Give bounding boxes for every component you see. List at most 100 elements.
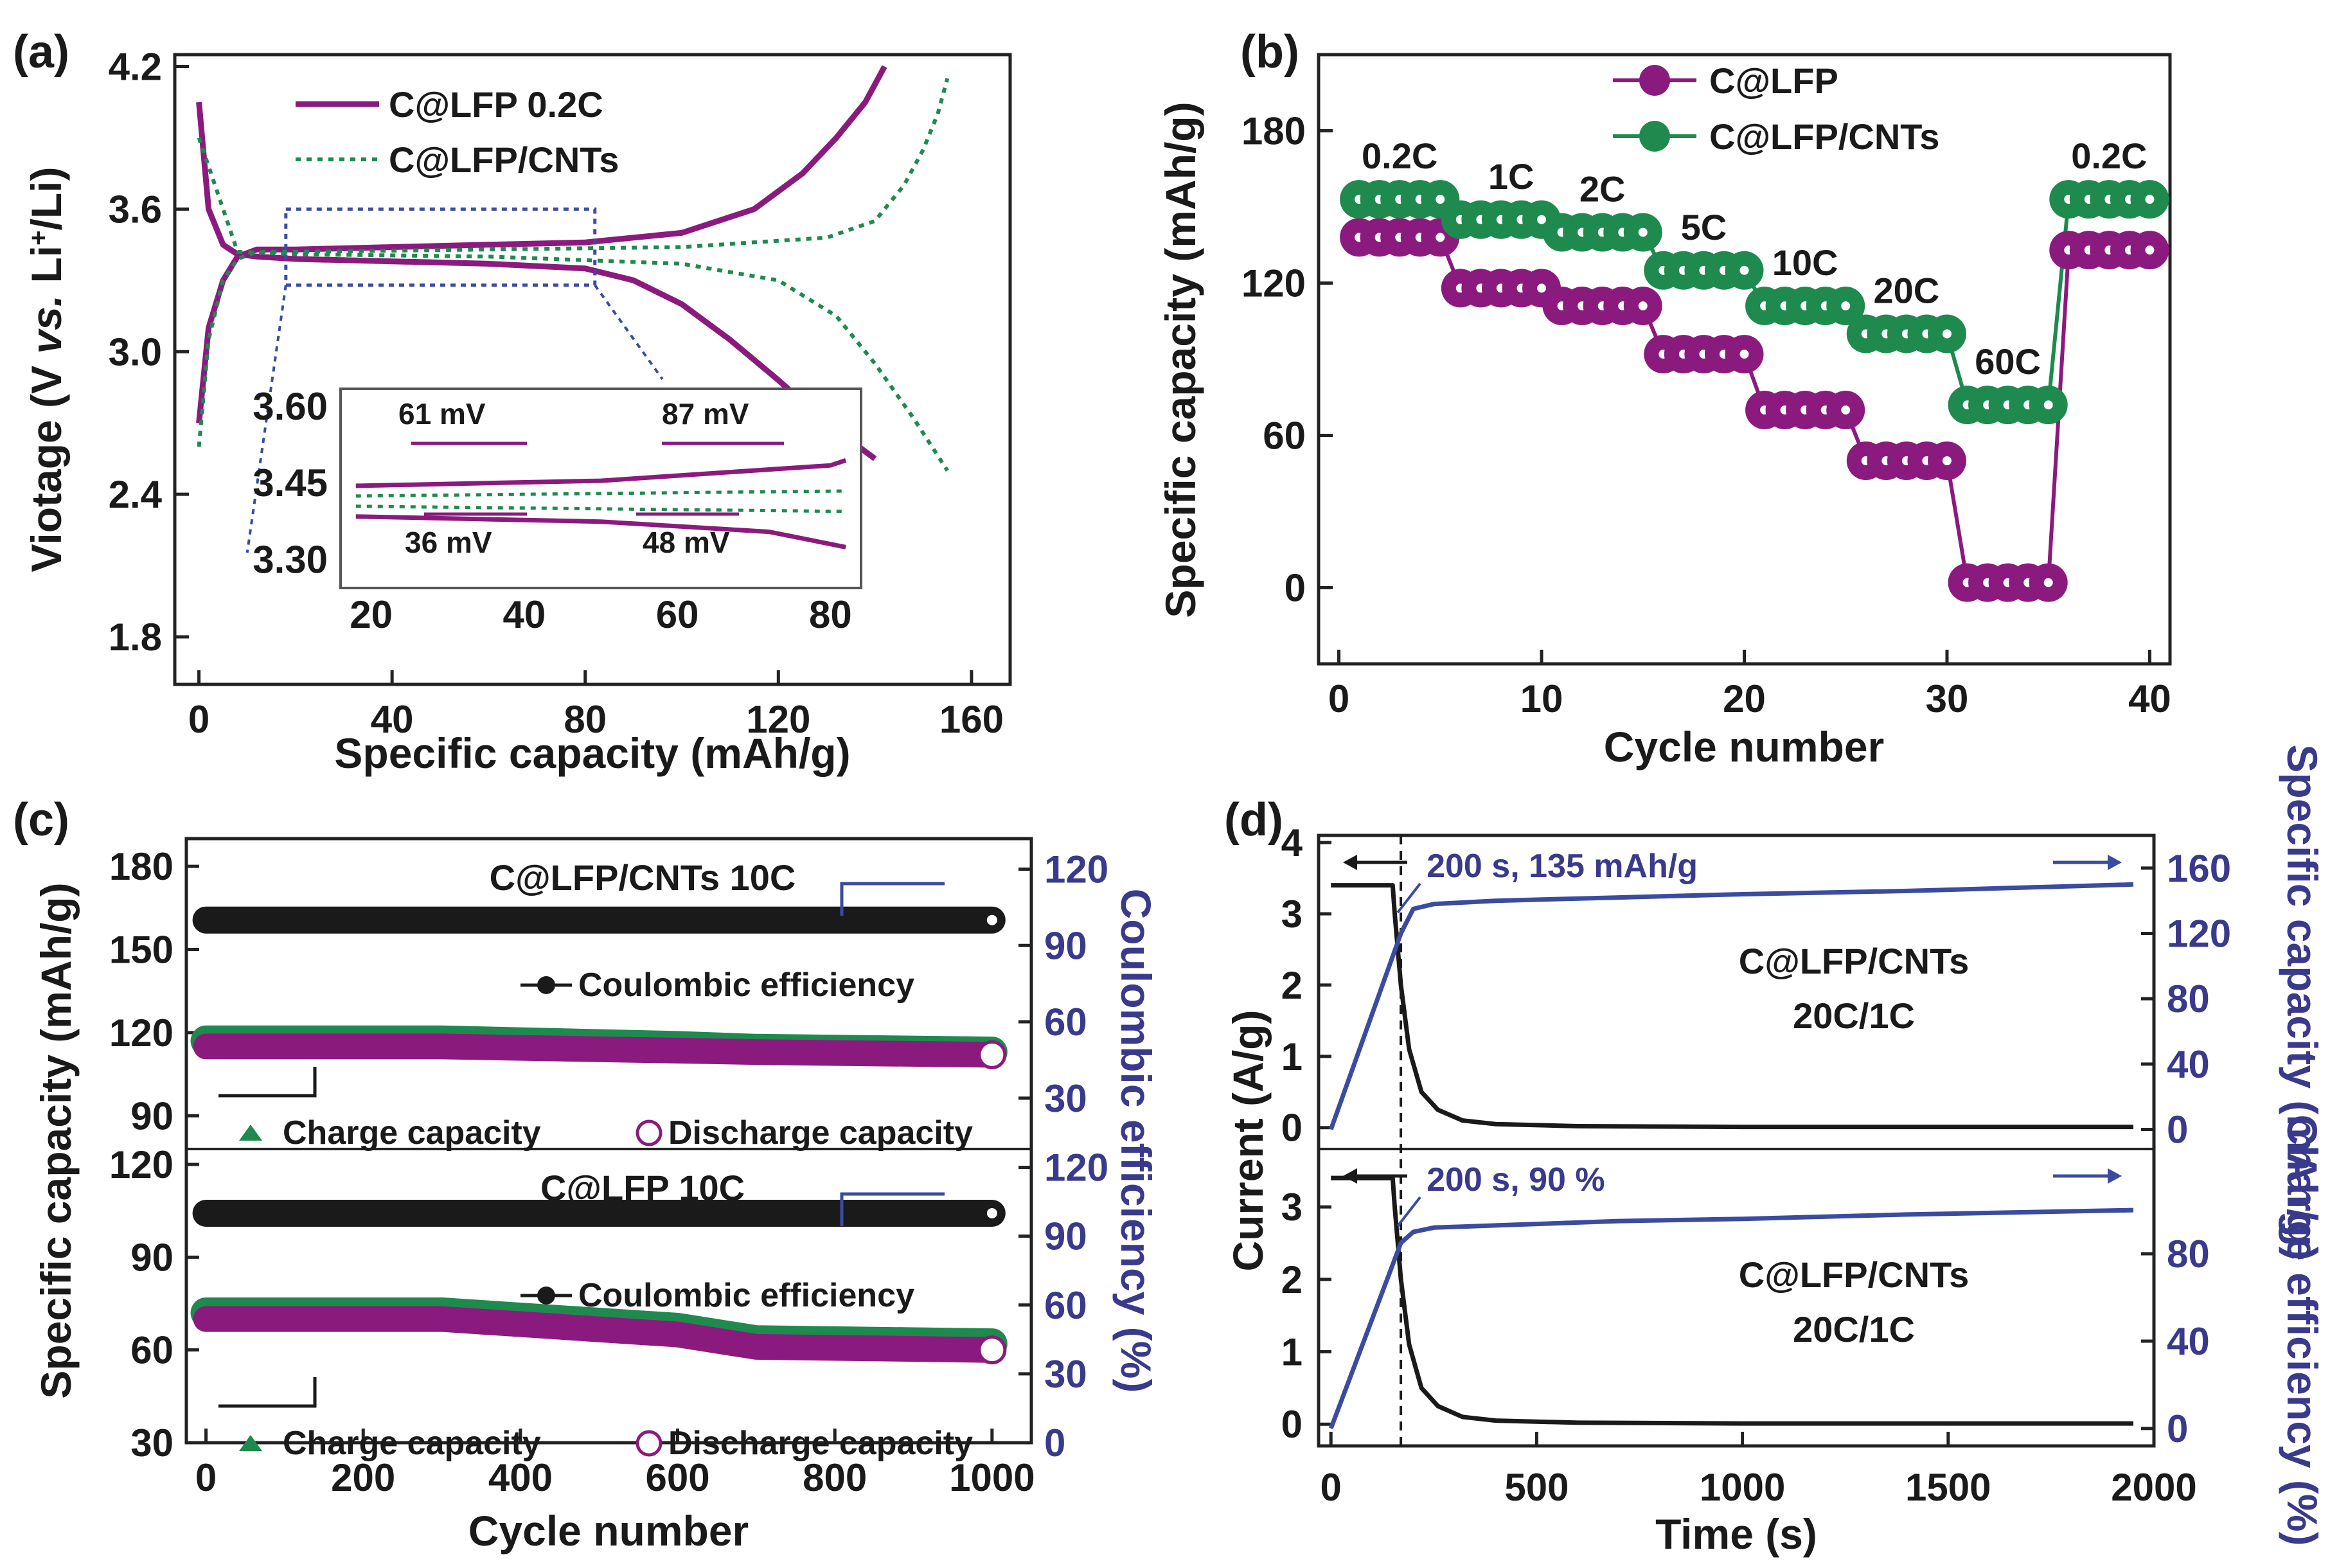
panel-c-y2-axis-title: Coulombic efficiency (%): [1112, 889, 1160, 1393]
panel-d-sample-label: C@LFP/CNTs: [1739, 1254, 1969, 1295]
panel-c-y-tick-label: 180: [109, 845, 173, 888]
panel-d-sample-label: C@LFP/CNTs: [1739, 941, 1969, 981]
panel-c-label: (c): [13, 794, 69, 846]
panel-d-y2-tick-label: 40: [2167, 1043, 2210, 1086]
panel-b-clfp-point-highlight: [1436, 233, 1445, 242]
panel-b-rate-label: 2C: [1579, 169, 1626, 209]
panel-c-legend-discharge: Discharge capacity: [668, 1114, 973, 1152]
panel-a-series-line: [197, 137, 949, 472]
panel-d-y-tick-label: 1: [1281, 1035, 1303, 1078]
panel-a-x-tick-label: 120: [746, 698, 810, 741]
panel-a-x-tick-label: 40: [371, 698, 414, 741]
panel-d-x-tick-label: 0: [1321, 1466, 1342, 1509]
panel-c-x-tick-label: 800: [803, 1456, 867, 1499]
panel-d-y2-top-axis-title: Specific capacity (mAh/g): [2279, 744, 2326, 1260]
panel-c-y-tick-label: 150: [109, 929, 173, 972]
panel-c-y2-tick-label: 60: [1044, 1284, 1087, 1327]
panel-d-y2-tick-label: 80: [2167, 977, 2210, 1020]
panel-b-y-tick-label: 180: [1241, 110, 1306, 153]
panel-c-y2-tick-label: 120: [1044, 1146, 1108, 1189]
panel-a-inset-x-tick-label: 20: [350, 593, 393, 636]
panel-d-y-tick-label: 0: [1281, 1403, 1303, 1446]
panel-a-y-tick-label: 1.8: [109, 616, 162, 659]
panel-c-legend-discharge-marker: [636, 1430, 663, 1457]
panel-b-clfp-point-highlight: [2145, 245, 2155, 255]
panel-a-label: (a): [13, 26, 69, 78]
panel-a-inset-y-tick-label: 3.30: [253, 538, 328, 581]
panel-c-efficiency-end-marker: [986, 1207, 997, 1218]
panel-b-clfp-point-highlight: [2043, 578, 2053, 587]
panel-a-zoom-connector: [594, 284, 664, 380]
panel-d-x-tick-label: 1000: [1700, 1466, 1785, 1509]
panel-d-y2-tick-label: 0: [2167, 1407, 2188, 1450]
panel-c-y2-tick-label: 60: [1044, 1001, 1087, 1044]
panel-c-y-tick-label: 90: [130, 1236, 173, 1279]
panel-a: (a) 1.8 2.4 3.0 3.6 4.2 0 40 80 120 160 Specific…: [13, 26, 1012, 777]
panel-a-inset-cnts-charge: [355, 489, 846, 498]
panel-c-x-tick-label: 600: [645, 1456, 709, 1499]
panel-a-zoom-box: [284, 207, 597, 287]
panel-c-y-tick-label: 120: [109, 1143, 173, 1186]
panel-a-y-axis-title: Viotage (V vs. Li+/Li): [22, 167, 70, 573]
panel-c-right-axis-arrow: [840, 1192, 945, 1226]
panel-a-inset-y-tick-label: 3.45: [253, 461, 328, 504]
panel-d-annotation-pointer: [1396, 1196, 1421, 1227]
panel-d-y2-bottom-axis-title: Charge efficiency (%): [2279, 1114, 2326, 1546]
panel-b-x-tick-label: 30: [1926, 677, 1969, 720]
panel-c-y-tick-label: 60: [130, 1329, 173, 1372]
panel-a-x-tick-label: 160: [939, 698, 1004, 741]
panel-d-y2-tick-label: 120: [2167, 913, 2231, 956]
panel-c-left-axis-arrow: [218, 1377, 317, 1408]
panel-b-legend-marker: [1639, 121, 1670, 152]
panel-b-rate-label: 1C: [1488, 156, 1534, 197]
panel-a-series-line: [196, 102, 877, 461]
panel-c-y2-tick-label: 30: [1044, 1077, 1087, 1120]
panel-b-rate-label: 20C: [1874, 271, 1940, 311]
panel-c-discharge-capacity-band: [193, 1306, 1005, 1363]
panel-b-y-axis-title: Specific capacity (mAh/g): [1157, 102, 1204, 618]
panel-d-x-tick-label: 500: [1504, 1466, 1569, 1509]
panel-a-x-axis-title: Specific capacity (mAh/g): [334, 729, 850, 777]
panel-d-y-tick-label: 1: [1281, 1331, 1303, 1374]
panel-a-y-tick-label: 3.6: [109, 188, 162, 231]
panel-a-inset-annotation: 61 mV: [398, 397, 486, 431]
panel-a-inset-annotation: 48 mV: [643, 526, 730, 559]
panel-a-inset-x-tick-label: 60: [656, 593, 699, 636]
panel-c-y-tick-label: 30: [130, 1421, 173, 1465]
panel-c-subplot-title: C@LFP 10C: [540, 1168, 745, 1208]
panel-b-rate-label: 60C: [1975, 341, 2041, 382]
panel-b-cnts-point-highlight: [1841, 301, 1851, 311]
panel-c-y-axis-title: Specific capacity (mAh/g): [32, 882, 80, 1398]
panel-b-x-tick-label: 0: [1328, 677, 1349, 720]
panel-b-rate-label: 0.2C: [2071, 136, 2147, 176]
panel-a-inset-clfp-charge: [355, 458, 847, 488]
panel-c-y-tick-label: 90: [130, 1094, 173, 1137]
panel-b-x-tick-label: 10: [1520, 677, 1563, 720]
panel-b-rate-label: 10C: [1772, 242, 1838, 283]
panel-d-right-axis-arrowhead: [2108, 1168, 2122, 1184]
panel-a-y-tick-label: 4.2: [109, 45, 162, 88]
panel-d-y-tick-label: 0: [1281, 1107, 1303, 1150]
panel-d-left-axis-arrowhead: [1343, 1168, 1357, 1184]
panel-d-left-axis-arrowhead: [1343, 855, 1357, 870]
panel-b-x-axis-title: Cycle number: [1604, 723, 1884, 771]
panel-b-cnts-point-highlight: [2043, 400, 2053, 410]
panel-b-legend-marker: [1639, 65, 1670, 96]
panel-b-clfp-point-highlight: [1739, 350, 1749, 359]
panel-c-frame: [184, 837, 1033, 1445]
panel-a-inset-annotation: 87 mV: [662, 397, 749, 431]
panel-a-legend-clfp: C@LFP 0.2C: [389, 84, 603, 125]
panel-d-y-tick-label: 2: [1281, 1258, 1303, 1301]
panel-d-rate-label: 20C/1C: [1793, 1309, 1915, 1350]
panel-c-left-axis-arrow: [218, 1067, 317, 1098]
panel-b-rate-label: 0.2C: [1362, 136, 1437, 176]
panel-b-y-tick-label: 120: [1241, 262, 1306, 305]
panel-a-inset-annotation: 36 mV: [405, 526, 492, 559]
panel-c-legend-charge: Charge capacity: [283, 1114, 541, 1152]
panel-b-clfp-point-highlight: [1537, 283, 1547, 293]
panel-d-current-curve: [1331, 1175, 2133, 1426]
panel-c-legend-charge-marker: [239, 1125, 262, 1141]
panel-c-discharge-end-marker: [977, 1040, 1007, 1069]
panel-c-legend-charge: Charge capacity: [283, 1425, 541, 1462]
